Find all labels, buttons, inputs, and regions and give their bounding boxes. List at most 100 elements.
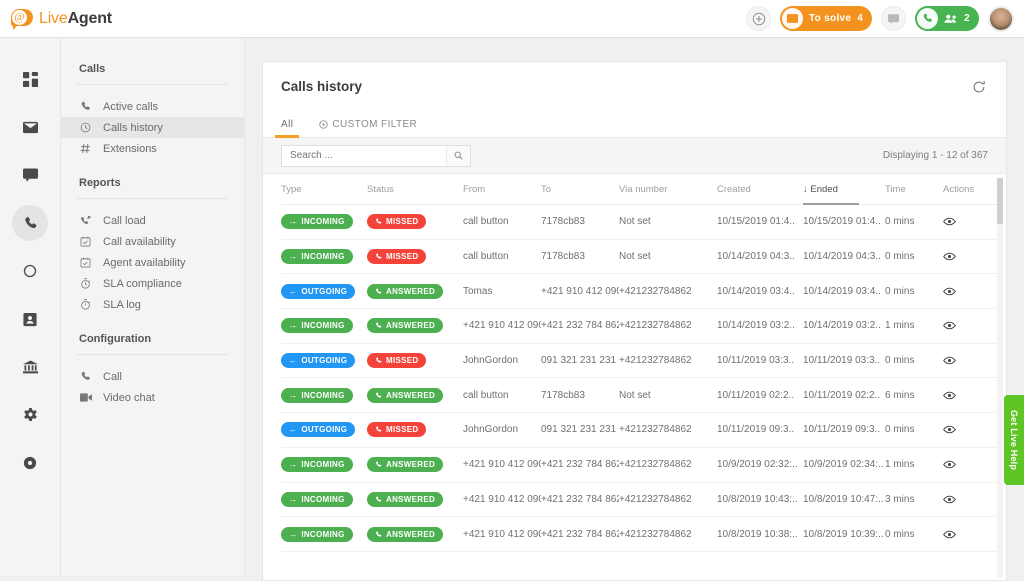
table-scroll-area[interactable]: Type Status From To Via number Created ↓… [263,175,1006,580]
phone-icon [79,371,92,382]
cell-via-number: Not set [619,205,717,240]
sidebar-item-sla-compliance[interactable]: SLA compliance [61,273,244,294]
card-header: Calls history [263,62,1006,111]
eye-icon[interactable] [943,252,1003,261]
status-badge-label: ANSWERED [386,391,435,400]
type-badge-label: OUTGOING [301,287,347,296]
sub-sidebar: Calls Active calls Calls history Extensi… [61,39,245,576]
column-status[interactable]: Status [367,175,463,205]
tab-custom-filter[interactable]: CUSTOM FILTER [319,119,417,137]
type-badge-label: INCOMING [301,530,344,539]
rail-item-dashboard[interactable] [12,61,48,97]
sidebar-item-video-chat[interactable]: Video chat [61,387,244,408]
scrollbar-thumb[interactable] [997,178,1003,224]
sidebar-item-calls-history[interactable]: Calls history [61,117,244,138]
status-badge: ANSWERED [367,492,443,507]
calls-history-table: Type Status From To Via number Created ↓… [281,175,1003,552]
search-icon[interactable] [446,146,470,166]
type-badge-label: INCOMING [301,495,344,504]
status-badge-label: MISSED [386,425,418,434]
sidebar-item-call[interactable]: Call [61,366,244,387]
eye-icon[interactable] [943,217,1003,226]
column-ended[interactable]: ↓ Ended [803,175,885,205]
get-live-help-tab[interactable]: Get Live Help [1004,395,1024,485]
cell-type: →INCOMING [281,309,367,344]
active-calls-button[interactable]: 2 [915,6,979,31]
sidebar-item-label: Call availability [103,236,176,248]
rail-item-tickets[interactable] [12,109,48,145]
rail-item-contacts[interactable] [12,301,48,337]
tab-all[interactable]: All [281,119,293,137]
sidebar-item-active-calls[interactable]: Active calls [61,96,244,117]
chat-icon[interactable] [881,6,906,31]
search-box[interactable] [281,145,471,167]
sidebar-item-call-load[interactable]: Call load [61,210,244,231]
direction-arrow-icon: → [289,495,297,504]
calendar-check-icon [79,236,92,247]
cell-from: +421 910 412 090 [463,309,541,344]
sidebar-item-label: Active calls [103,101,158,113]
cell-type: ←OUTGOING [281,274,367,309]
app-logo[interactable]: @ LiveAgent [11,9,112,28]
eye-icon[interactable] [943,356,1003,365]
column-via-number[interactable]: Via number [619,175,717,205]
phone-icon [79,101,92,112]
table-scrollbar[interactable] [997,178,1003,578]
column-type[interactable]: Type [281,175,367,205]
logo-text: LiveAgent [39,10,112,28]
column-created[interactable]: Created [717,175,803,205]
eye-icon[interactable] [943,425,1003,434]
sidebar-item-extensions[interactable]: Extensions [61,138,244,159]
cell-from: call button [463,378,541,413]
nav-group-configuration: Configuration Call Video chat [61,333,244,408]
to-solve-button[interactable]: To solve 4 [780,6,872,31]
sidebar-item-label: Video chat [103,392,155,404]
displaying-count: Displaying 1 - 12 of 367 [883,150,988,161]
cell-to: 091 321 231 231 [541,413,619,448]
cell-ended: 10/14/2019 03:2.. [803,309,885,344]
cell-type: →INCOMING [281,378,367,413]
cell-type: →INCOMING [281,447,367,482]
cell-via-number: +421232784862 [619,517,717,552]
to-solve-count: 4 [857,13,863,24]
cell-time: 6 mins [885,378,943,413]
sidebar-item-label: SLA compliance [103,278,182,290]
eye-icon[interactable] [943,391,1003,400]
search-input[interactable] [282,146,446,166]
avatar[interactable] [988,6,1014,32]
eye-icon[interactable] [943,530,1003,539]
eye-icon[interactable] [943,287,1003,296]
column-from[interactable]: From [463,175,541,205]
plus-circle-icon[interactable] [746,6,771,31]
cell-from: +421 910 412 090 [463,447,541,482]
cell-status: ANSWERED [367,482,463,517]
direction-arrow-icon: → [289,530,297,539]
column-time[interactable]: Time [885,175,943,205]
sidebar-item-call-availability[interactable]: Call availability [61,231,244,252]
rail-item-activity[interactable] [12,253,48,289]
refresh-icon[interactable] [972,80,986,94]
eye-icon[interactable] [943,460,1003,469]
rail-item-calls[interactable] [12,205,48,241]
eye-icon[interactable] [943,495,1003,504]
rail-item-config[interactable] [12,445,48,481]
column-to[interactable]: To [541,175,619,205]
sidebar-item-sla-log[interactable]: SLA log [61,294,244,315]
rail-item-knowledge[interactable] [12,349,48,385]
sidebar-item-agent-availability[interactable]: Agent availability [61,252,244,273]
logo-agent: Agent [68,10,112,27]
cell-status: ANSWERED [367,378,463,413]
rail-item-chats[interactable] [12,157,48,193]
rail-item-settings[interactable] [12,397,48,433]
eye-icon[interactable] [943,321,1003,330]
